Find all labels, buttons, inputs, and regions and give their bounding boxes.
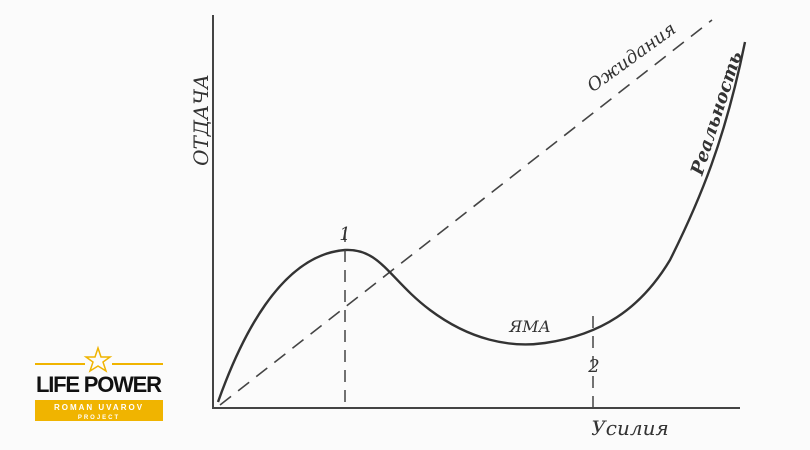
y-axis-label: ОТДАЧА [189,74,213,166]
logo: LIFE POWER ROMAN UVAROV PROJECT [35,345,163,421]
x-axis-label: Усилия [591,416,668,440]
logo-title: LIFE POWER [36,372,162,397]
point-1-label: 1 [339,224,350,245]
reality-curve [216,41,747,403]
logo-band [35,400,163,421]
logo-star [83,345,113,373]
logo-subtitle: ROMAN UVAROV [54,403,144,412]
logo-tagline: PROJECT [78,415,120,421]
pit-label: ЯМА [508,317,550,336]
expectation-line [219,19,713,406]
point-2-label: 2 [587,356,599,377]
